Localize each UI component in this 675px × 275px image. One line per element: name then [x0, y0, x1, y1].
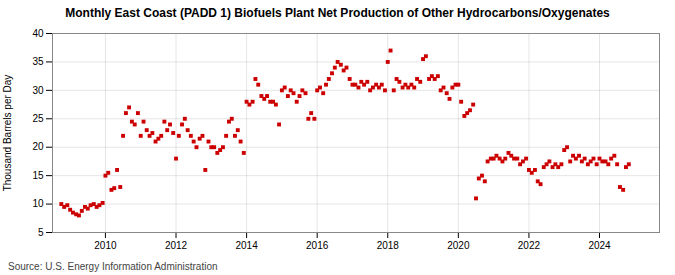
svg-text:20: 20 [32, 141, 44, 152]
svg-text:2012: 2012 [165, 240, 188, 251]
svg-text:2022: 2022 [518, 240, 541, 251]
svg-text:2018: 2018 [377, 240, 400, 251]
svg-text:2024: 2024 [588, 240, 611, 251]
html-text:Source: U.S. Energy Informatio: Source: U.S. Energy Information Administ… [8, 261, 218, 272]
svg-text:2016: 2016 [306, 240, 329, 251]
svg-text:30: 30 [32, 85, 44, 96]
svg-text:35: 35 [32, 56, 44, 67]
svg-text:2014: 2014 [235, 240, 258, 251]
svg-text:40: 40 [32, 28, 44, 39]
svg-text:2010: 2010 [94, 240, 117, 251]
svg-text:5: 5 [38, 227, 44, 238]
svg-text:10: 10 [32, 198, 44, 209]
html-text:Monthly East Coast (PADD 1) Bi: Monthly East Coast (PADD 1) Biofuels Pla… [65, 6, 610, 20]
svg-text:25: 25 [32, 113, 44, 124]
svg-text:2020: 2020 [447, 240, 470, 251]
svg-text:Thousand Barrels per Day: Thousand Barrels per Day [2, 75, 13, 192]
svg-text:15: 15 [32, 170, 44, 181]
